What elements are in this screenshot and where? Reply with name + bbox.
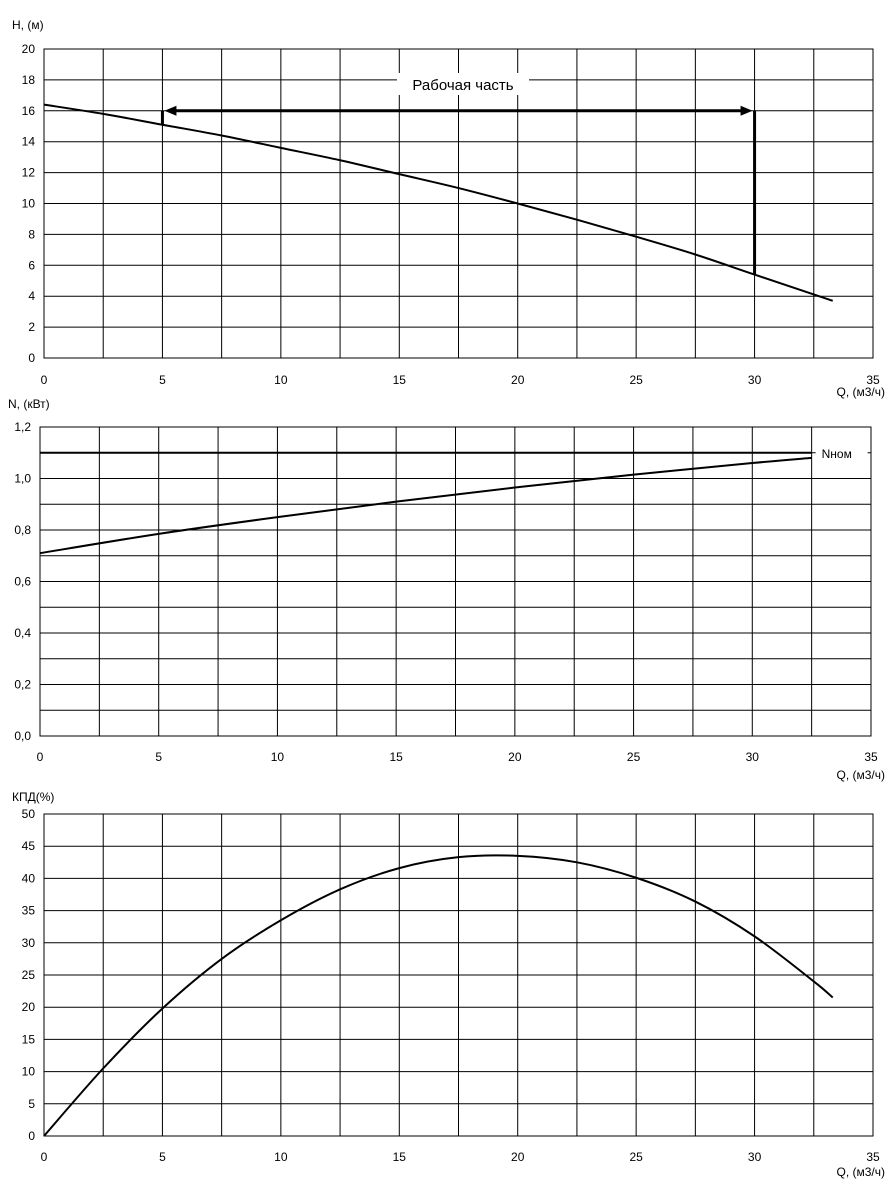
x-tick-label: 30: [746, 750, 760, 764]
y-tick-label: 0,6: [14, 575, 31, 589]
y-tick-label: 1,2: [14, 420, 31, 434]
working-range-label: Рабочая часть: [412, 77, 513, 94]
x-tick-label: 10: [274, 1150, 288, 1164]
y-tick-label: 35: [22, 904, 36, 918]
x-tick-label: 15: [393, 373, 407, 387]
plot-frame: [43, 813, 874, 1137]
series-line: [39, 456, 812, 555]
x-axis-title: Q, (м3/ч): [836, 1165, 885, 1179]
working-range-arrowhead-left: [164, 105, 177, 116]
efficiency-chart: 0 5 10 15 20 25 30 35 40 45 50 0 5 10 15 20 25 30 35 КПД(%)…: [12, 790, 885, 1179]
y-tick-label: 0: [28, 351, 35, 365]
x-tick-label: 20: [508, 750, 522, 764]
head-chart: 0 2 4 6 8 10 12 14 16 18 20 0 5 10 15 20 25 30 35 H, (м) Q, …: [12, 18, 885, 399]
x-tick-label: 35: [866, 1150, 880, 1164]
power-chart: 0,0 0,2 0,4 0,6 0,8 1,0 1,2 0 5 10 15 20 25 30 35 N, (к…: [8, 397, 885, 782]
y-tick-label: 0,4: [14, 626, 31, 640]
y-tick-label: 45: [22, 839, 36, 853]
y-tick-label: 25: [22, 968, 36, 982]
x-tick-label: 20: [511, 373, 525, 387]
y-tick-label: 16: [22, 104, 36, 118]
x-tick-label: 20: [511, 1150, 525, 1164]
x-tick-label: 0: [37, 750, 44, 764]
y-tick-label: 12: [22, 166, 36, 180]
y-tick-label: 6: [28, 258, 35, 272]
working-range-label-bg: [397, 73, 529, 95]
y-tick-label: 0,0: [14, 729, 31, 743]
plot-frame: [39, 426, 872, 737]
y-tick-label: 18: [22, 73, 36, 87]
x-tick-label: 5: [159, 373, 166, 387]
x-tick-label: 30: [748, 1150, 762, 1164]
x-tick-label: 5: [155, 750, 162, 764]
y-tick-label: 15: [22, 1032, 36, 1046]
working-range-arrowhead-right: [740, 105, 753, 116]
x-tick-label: 5: [159, 1150, 166, 1164]
y-tick-label: 0,8: [14, 523, 31, 537]
y-tick-label: 14: [22, 135, 36, 149]
x-tick-label: 35: [866, 373, 880, 387]
y-tick-label: 2: [28, 320, 35, 334]
y-tick-label: 30: [22, 936, 36, 950]
x-tick-label: 10: [274, 373, 288, 387]
nominal-power-label-bg: [815, 443, 868, 462]
y-tick-label: 40: [22, 871, 36, 885]
y-tick-label: 0,2: [14, 678, 31, 692]
x-tick-label: 15: [393, 1150, 407, 1164]
x-tick-label: 25: [627, 750, 641, 764]
y-tick-label: 20: [22, 42, 36, 56]
series-line: [43, 854, 834, 1137]
x-tick-label: 30: [748, 373, 762, 387]
y-tick-label: 0: [28, 1129, 35, 1143]
y-axis-title: КПД(%): [12, 790, 54, 804]
x-axis-title: Q, (м3/ч): [836, 385, 885, 399]
y-tick-label: 1,0: [14, 472, 31, 486]
y-axis-title: H, (м): [12, 18, 44, 32]
plot-frame: [43, 48, 874, 359]
x-tick-label: 0: [41, 373, 48, 387]
y-tick-label: 8: [28, 227, 35, 241]
x-tick-label: 0: [41, 1150, 48, 1164]
x-tick-label: 25: [629, 1150, 643, 1164]
series-line: [43, 103, 834, 302]
x-tick-label: 35: [864, 750, 878, 764]
nominal-power-label: Nном: [822, 447, 852, 461]
x-tick-label: 10: [271, 750, 285, 764]
y-tick-label: 4: [28, 289, 35, 303]
x-axis-title: Q, (м3/ч): [836, 768, 885, 782]
y-tick-label: 50: [22, 807, 36, 821]
x-tick-label: 15: [389, 750, 403, 764]
y-tick-label: 10: [22, 1065, 36, 1079]
y-tick-label: 5: [28, 1097, 35, 1111]
x-tick-label: 25: [629, 373, 643, 387]
y-tick-label: 10: [22, 197, 36, 211]
y-tick-label: 20: [22, 1000, 36, 1014]
y-axis-title: N, (кВт): [8, 397, 50, 411]
